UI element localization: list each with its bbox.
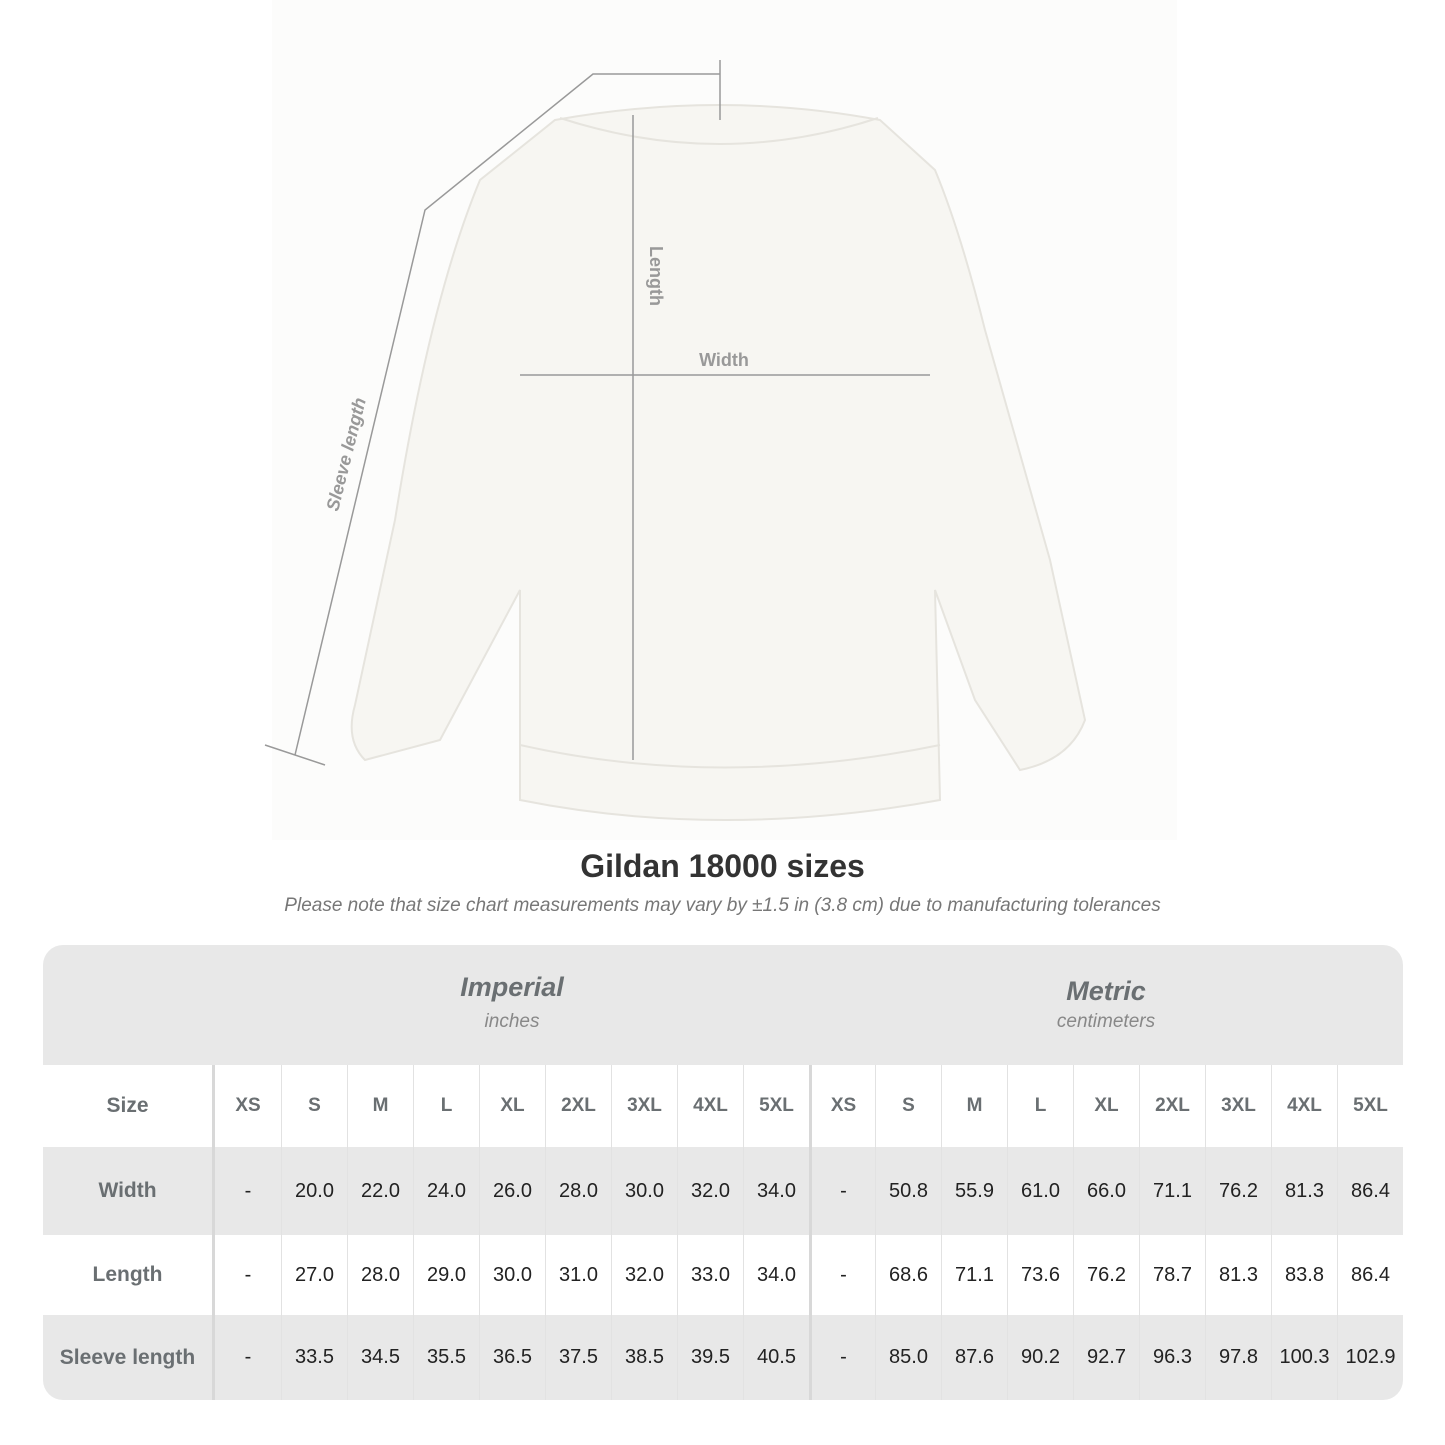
size-header-cell: 2XL: [1139, 1065, 1205, 1147]
sleeve-length-line: [294, 73, 720, 756]
metric-value-cell: 81.3: [1205, 1235, 1271, 1315]
imperial-value-cell: 36.5: [479, 1315, 545, 1400]
metric-value-cell: 78.7: [1139, 1235, 1205, 1315]
size-header-cell: 2XL: [545, 1065, 611, 1147]
imperial-value-cell: 26.0: [479, 1147, 545, 1235]
imperial-value-cell: 31.0: [545, 1235, 611, 1315]
metric-value-cell: -: [809, 1147, 875, 1235]
table-row: Length -27.0 28.0 29.0 30.0 31.0 32.0 33.0 34.0-…: [43, 1235, 1403, 1315]
metric-value-cell: 66.0: [1073, 1147, 1139, 1235]
size-header-cell: S: [875, 1065, 941, 1147]
metric-value-cell: 102.9: [1337, 1315, 1403, 1400]
sweatshirt-image: [350, 104, 1087, 821]
row-label: Sleeve length: [43, 1315, 215, 1400]
system-header-band: [43, 945, 1403, 1065]
size-header-cell: 4XL: [677, 1065, 743, 1147]
size-header-cell: L: [1007, 1065, 1073, 1147]
imperial-value-cell: 32.0: [677, 1147, 743, 1235]
metric-value-cell: 92.7: [1073, 1315, 1139, 1400]
metric-value-cell: 97.8: [1205, 1315, 1271, 1400]
table-row: Sleeve length - 33.5 34.5 35.5 36.5 37.5 38.5 39…: [43, 1315, 1403, 1400]
row-band: [43, 1147, 1403, 1235]
imperial-value-cell: 35.5: [413, 1315, 479, 1400]
metric-value-cell: 100.3: [1271, 1315, 1337, 1400]
imperial-value-cell: 33.5: [281, 1315, 347, 1400]
size-header-cell: XS: [235, 1095, 261, 1116]
metric-header: Metric centimeters: [809, 945, 1403, 1065]
table-row: Width -20.0 22.0 24.0 26.0 28.0 30.0 32.0 34.0-5…: [43, 1147, 1403, 1235]
imperial-value-cell: 30.0: [611, 1147, 677, 1235]
metric-value-cell: 50.8: [875, 1147, 941, 1235]
size-header-cell: 3XL: [1205, 1065, 1271, 1147]
metric-value-cell: 71.1: [1139, 1147, 1205, 1235]
metric-value-cell: 86.4: [1337, 1235, 1403, 1315]
imperial-value-cell: 32.0: [611, 1235, 677, 1315]
imperial-value-cell: 28.0: [347, 1235, 413, 1315]
row-label: Size: [43, 1065, 215, 1147]
width-label: Width: [699, 350, 749, 370]
metric-value-cell: 71.1: [941, 1235, 1007, 1315]
imperial-value-cell: 33.0: [677, 1235, 743, 1315]
tolerance-note: Please note that size chart measurements…: [284, 895, 1161, 916]
metric-unit: centimeters: [1056, 1011, 1156, 1032]
metric-value-cell: 55.9: [941, 1147, 1007, 1235]
metric-value-cell: -: [809, 1315, 875, 1400]
row-label: Length: [43, 1235, 215, 1315]
imperial-unit: inches: [484, 1011, 540, 1032]
imperial-value-cell: -: [244, 1263, 252, 1286]
row-band: [43, 1315, 1403, 1400]
imperial-value-cell: 20.0: [281, 1147, 347, 1235]
imperial-value-cell: 34.5: [347, 1315, 413, 1400]
metric-value-cell: 86.4: [1337, 1147, 1403, 1235]
metric-value-cell: 83.8: [1271, 1235, 1337, 1315]
imperial-title: Imperial: [460, 972, 564, 1002]
imperial-value-cell: 28.0: [545, 1147, 611, 1235]
imperial-value-cell: 40.5: [743, 1315, 809, 1400]
size-header-cell: XS: [809, 1065, 875, 1147]
metric-value-cell: -: [809, 1235, 875, 1315]
metric-value-cell: 61.0: [1007, 1147, 1073, 1235]
length-label: Length: [646, 246, 666, 306]
size-header-cell: M: [941, 1065, 1007, 1147]
size-header-cell: M: [347, 1065, 413, 1147]
imperial-value-cell: 39.5: [677, 1315, 743, 1400]
imperial-value-cell: 29.0: [413, 1235, 479, 1315]
metric-value-cell: 85.0: [875, 1315, 941, 1400]
size-header-cell: 4XL: [1271, 1065, 1337, 1147]
imperial-value-cell: -: [244, 1346, 252, 1368]
chart-title: Gildan 18000 sizes: [580, 848, 865, 884]
imperial-value-cell: 27.0: [281, 1235, 347, 1315]
metric-value-cell: 73.6: [1007, 1235, 1073, 1315]
metric-value-cell: 76.2: [1073, 1235, 1139, 1315]
imperial-value-cell: 24.0: [413, 1147, 479, 1235]
size-header-cell: XL: [479, 1065, 545, 1147]
metric-value-cell: 81.3: [1271, 1147, 1337, 1235]
size-header-cell: 5XL: [1337, 1065, 1403, 1147]
size-header-row: Size XS S M L XL 2XL 3XL 4XL 5XL XS S M L XL 2XL 3XL 4XL 5…: [43, 1065, 1403, 1147]
metric-title: Metric: [1066, 976, 1146, 1006]
sweatshirt-measurement-diagram: Length Width Sleeve length: [264, 60, 1087, 821]
imperial-value-cell: 30.0: [479, 1235, 545, 1315]
row-label: Width: [43, 1147, 215, 1235]
metric-value-cell: 90.2: [1007, 1315, 1073, 1400]
imperial-value-cell: 22.0: [347, 1147, 413, 1235]
metric-value-cell: 96.3: [1139, 1315, 1205, 1400]
imperial-value-cell: -: [244, 1179, 252, 1202]
imperial-value-cell: 34.0: [743, 1147, 809, 1235]
metric-value-cell: 76.2: [1205, 1147, 1271, 1235]
size-header-cell: L: [413, 1065, 479, 1147]
imperial-value-cell: 38.5: [611, 1315, 677, 1400]
size-header-cell: XL: [1073, 1065, 1139, 1147]
metric-value-cell: 87.6: [941, 1315, 1007, 1400]
imperial-header: Imperial inches: [215, 945, 809, 1065]
size-table: Imperial inches Metric centimeters Size X…: [43, 945, 1403, 1400]
size-header-cell: S: [281, 1065, 347, 1147]
imperial-value-cell: 37.5: [545, 1315, 611, 1400]
metric-value-cell: 68.6: [875, 1235, 941, 1315]
size-header-cell: 5XL: [743, 1065, 809, 1147]
size-header-cell: 3XL: [611, 1065, 677, 1147]
imperial-value-cell: 34.0: [743, 1235, 809, 1315]
